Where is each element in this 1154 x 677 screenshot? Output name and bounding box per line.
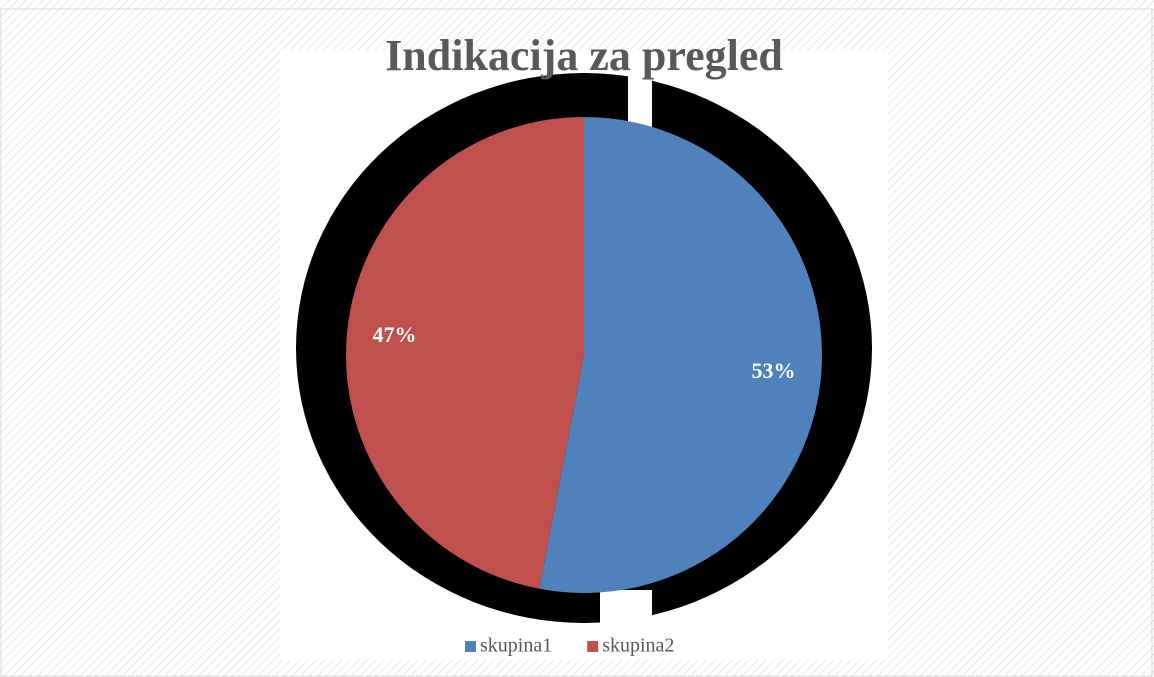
pie-slice bbox=[345, 117, 584, 589]
legend-swatch bbox=[587, 641, 599, 652]
frame bbox=[0, 8, 1153, 677]
legend-label: skupina1 bbox=[480, 635, 552, 657]
legend-label: skupina2 bbox=[602, 635, 674, 657]
chart-title: Indikacija za pregled bbox=[385, 31, 783, 80]
pie: 53% 47% bbox=[345, 117, 822, 593]
pie-slice bbox=[539, 117, 822, 593]
shadow-gap bbox=[600, 590, 652, 635]
legend: skupina1 skupina2 bbox=[465, 635, 674, 657]
data-label: 47% bbox=[372, 322, 416, 347]
legend-swatch bbox=[465, 641, 476, 652]
data-label: 53% bbox=[752, 358, 796, 383]
